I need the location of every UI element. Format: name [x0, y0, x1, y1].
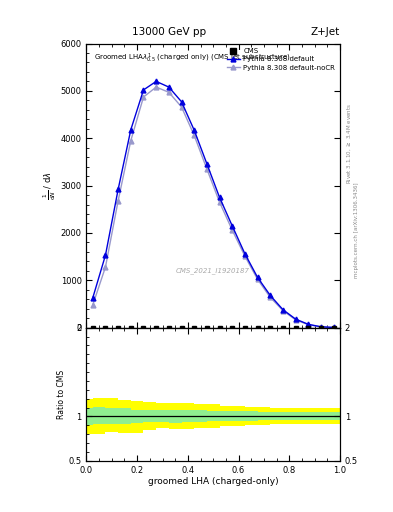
Pythia 8.308 default-noCR — [293, 317, 298, 323]
Pythia 8.308 default-noCR — [103, 264, 108, 270]
Pythia 8.308 default-noCR — [154, 84, 158, 90]
Y-axis label: Ratio to CMS: Ratio to CMS — [57, 370, 66, 419]
CMS — [141, 325, 146, 331]
Pythia 8.308 default — [167, 84, 171, 90]
CMS — [204, 325, 209, 331]
CMS — [293, 325, 298, 331]
Pythia 8.308 default — [90, 295, 95, 301]
Pythia 8.308 default — [293, 316, 298, 322]
Line: Pythia 8.308 default-noCR: Pythia 8.308 default-noCR — [90, 84, 336, 330]
Pythia 8.308 default-noCR — [116, 198, 121, 204]
CMS — [103, 325, 108, 331]
Text: CMS_2021_I1920187: CMS_2021_I1920187 — [176, 267, 250, 274]
CMS — [154, 325, 158, 331]
Text: mcplots.cern.ch [arXiv:1306.3436]: mcplots.cern.ch [arXiv:1306.3436] — [354, 183, 359, 278]
Text: Z+Jet: Z+Jet — [311, 27, 340, 37]
CMS — [242, 325, 247, 331]
Pythia 8.308 default-noCR — [192, 132, 196, 138]
Pythia 8.308 default — [230, 223, 235, 229]
Pythia 8.308 default — [179, 99, 184, 105]
CMS — [268, 325, 273, 331]
Pythia 8.308 default-noCR — [204, 166, 209, 172]
Pythia 8.308 default — [242, 251, 247, 257]
Text: Groomed LHA$\lambda^{1}_{0.5}$ (charged only) (CMS jet substructure): Groomed LHA$\lambda^{1}_{0.5}$ (charged … — [94, 52, 290, 66]
Pythia 8.308 default-noCR — [90, 302, 95, 308]
Pythia 8.308 default-noCR — [255, 276, 260, 283]
Pythia 8.308 default — [129, 126, 133, 133]
CMS — [331, 325, 336, 331]
Pythia 8.308 default — [116, 186, 121, 193]
Pythia 8.308 default-noCR — [319, 324, 323, 330]
Pythia 8.308 default — [154, 78, 158, 84]
Line: CMS: CMS — [91, 326, 335, 329]
Pythia 8.308 default — [217, 195, 222, 201]
CMS — [167, 325, 171, 331]
Text: 13000 GeV pp: 13000 GeV pp — [132, 27, 206, 37]
CMS — [129, 325, 133, 331]
CMS — [230, 325, 235, 331]
Pythia 8.308 default — [204, 161, 209, 167]
Pythia 8.308 default-noCR — [230, 227, 235, 233]
Pythia 8.308 default-noCR — [268, 294, 273, 301]
Pythia 8.308 default-noCR — [242, 253, 247, 259]
Pythia 8.308 default — [268, 292, 273, 298]
Pythia 8.308 default — [141, 87, 146, 93]
CMS — [281, 325, 285, 331]
Pythia 8.308 default — [281, 307, 285, 313]
Y-axis label: $\frac{1}{\mathrm{d}N}$ / $\mathrm{d}\lambda$: $\frac{1}{\mathrm{d}N}$ / $\mathrm{d}\la… — [41, 171, 58, 200]
CMS — [255, 325, 260, 331]
Pythia 8.308 default — [306, 321, 310, 327]
Pythia 8.308 default-noCR — [179, 104, 184, 110]
Pythia 8.308 default-noCR — [167, 89, 171, 95]
CMS — [306, 325, 310, 331]
Pythia 8.308 default — [255, 274, 260, 281]
Pythia 8.308 default-noCR — [129, 138, 133, 144]
CMS — [217, 325, 222, 331]
CMS — [319, 325, 323, 331]
CMS — [90, 325, 95, 331]
CMS — [116, 325, 121, 331]
Pythia 8.308 default-noCR — [281, 308, 285, 314]
Pythia 8.308 default — [331, 325, 336, 331]
Pythia 8.308 default — [192, 127, 196, 133]
CMS — [179, 325, 184, 331]
Pythia 8.308 default — [319, 324, 323, 330]
Pythia 8.308 default-noCR — [141, 94, 146, 100]
Pythia 8.308 default-noCR — [217, 199, 222, 205]
Legend: CMS, Pythia 8.308 default, Pythia 8.308 default-noCR: CMS, Pythia 8.308 default, Pythia 8.308 … — [226, 47, 336, 72]
CMS — [192, 325, 196, 331]
Pythia 8.308 default-noCR — [306, 322, 310, 328]
Pythia 8.308 default-noCR — [331, 325, 336, 331]
Pythia 8.308 default — [103, 252, 108, 258]
Line: Pythia 8.308 default: Pythia 8.308 default — [90, 79, 336, 330]
Text: Rivet 3.1.10, $\geq$ 3.4M events: Rivet 3.1.10, $\geq$ 3.4M events — [345, 103, 353, 184]
X-axis label: groomed LHA (charged-only): groomed LHA (charged-only) — [148, 477, 279, 486]
